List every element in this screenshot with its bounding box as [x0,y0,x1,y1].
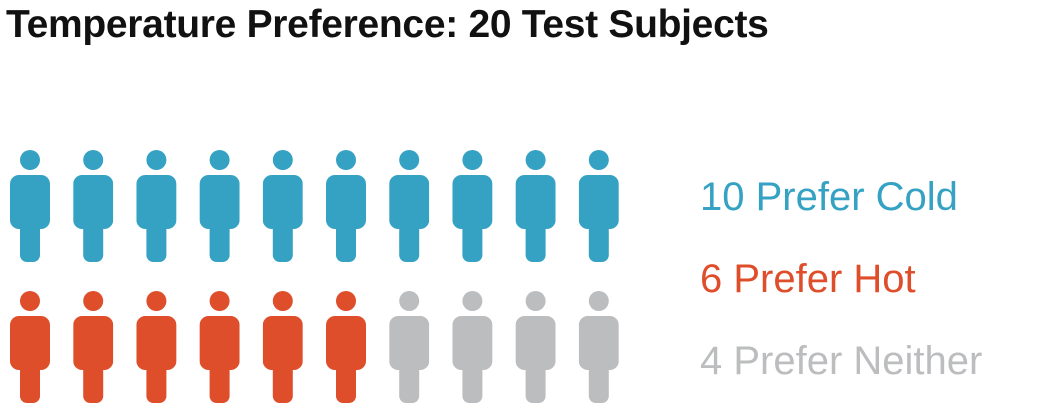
person-icon [10,291,50,403]
person-icon [452,150,493,262]
person-icon [73,291,114,403]
person-icon [199,291,240,403]
icon-grid [10,150,619,403]
legend-label: 6 Prefer Hot [700,257,916,301]
person-icon [326,291,366,403]
chart-title: Temperature Preference: 20 Test Subjects [6,3,769,46]
legend-label: 10 Prefer Cold [700,175,958,219]
person-icon [199,150,240,262]
person-icon [10,150,50,262]
person-icon [452,291,493,403]
person-icon [73,150,114,262]
legend-label: 4 Prefer Neither [700,339,982,383]
person-icon [389,291,430,403]
person-icon [578,150,619,262]
person-icon [515,291,556,403]
person-icon [389,150,430,262]
person-icon [515,150,556,262]
person-icon [326,150,366,262]
person-icon [262,150,303,262]
person-icon [578,291,619,403]
person-icon [136,150,177,262]
person-icon [136,291,177,403]
person-icon [262,291,303,403]
legend: 10 Prefer Cold 6 Prefer Hot 4 Prefer Neith… [700,175,982,383]
